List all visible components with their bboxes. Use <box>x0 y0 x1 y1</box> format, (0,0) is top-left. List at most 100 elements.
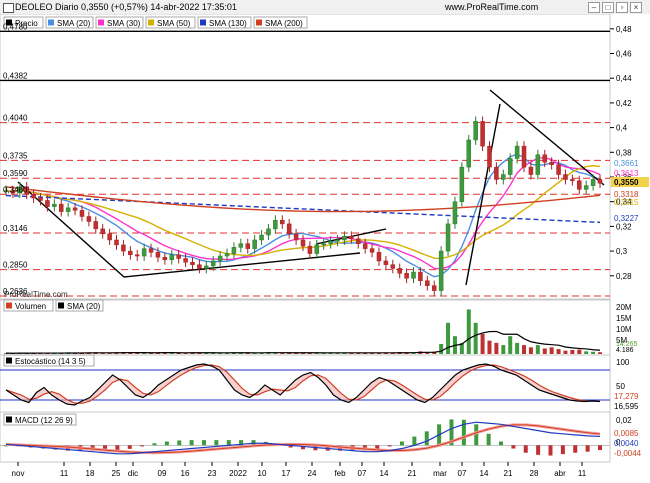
volume-bar <box>570 349 575 354</box>
candle-body <box>190 261 195 265</box>
legend-swatch <box>6 357 12 364</box>
macd-histogram-bar <box>511 445 516 449</box>
chart-title: DEOLEO Diario 0,3550 (+0,57%) 14-abr-202… <box>15 2 237 12</box>
stoch-k-line <box>5 363 601 406</box>
macd-histogram-bar <box>400 441 404 446</box>
stock-chart[interactable]: Precio SMA (20) SMA (30) SMA (50) SMA (130) S… <box>0 14 650 483</box>
legend-item[interactable] <box>145 16 196 29</box>
volume-bar <box>204 352 209 354</box>
candle-body <box>342 236 347 241</box>
legend-swatch <box>58 302 64 309</box>
volume-bar <box>363 353 368 354</box>
legend-item[interactable] <box>3 299 54 312</box>
legend-swatch <box>256 19 262 26</box>
volume-bar <box>252 353 257 354</box>
macd-histogram-bar <box>412 436 417 446</box>
legend-label: SMA (30) <box>107 19 141 28</box>
x-axis-label: 28 <box>530 469 539 478</box>
volume-bar <box>135 352 140 354</box>
volume-bar <box>563 350 568 354</box>
maximize-button[interactable]: ▫ <box>616 2 628 13</box>
legend-item[interactable] <box>95 16 144 29</box>
legend-swatch <box>6 19 12 26</box>
site-url[interactable]: www.ProRealTime.com <box>445 2 539 12</box>
candle-body <box>224 253 230 257</box>
volume-bar <box>107 353 112 354</box>
legend-item[interactable] <box>3 354 95 367</box>
macd-histogram-bar <box>301 445 305 450</box>
legend-swatch <box>6 302 12 309</box>
candle-body <box>183 258 188 263</box>
macd-value-label: 0,0085 <box>614 429 639 438</box>
chart-icon <box>3 3 14 13</box>
candle-body <box>549 161 554 165</box>
volume-bar <box>294 352 299 354</box>
candle-body <box>356 238 361 244</box>
macd-histogram-bar <box>202 440 206 446</box>
legend-item[interactable] <box>197 16 252 29</box>
volume-bar <box>528 347 533 354</box>
x-axis-label: abr <box>554 469 566 478</box>
candle-body <box>514 145 520 159</box>
price-level-label: 0,3590 <box>3 169 28 178</box>
candle-body <box>487 145 492 168</box>
candle-body <box>231 247 237 254</box>
restore-button[interactable]: □ <box>602 2 614 13</box>
price-level-label: 0,4780 <box>3 22 28 31</box>
sma-line <box>5 153 601 278</box>
candle-body <box>155 252 161 258</box>
legend-item[interactable] <box>3 413 77 426</box>
x-axis-label: 23 <box>208 469 217 478</box>
volume-bar <box>183 353 188 354</box>
legend-swatch <box>200 19 206 26</box>
volume-bar <box>155 352 160 354</box>
candle-body <box>169 254 175 260</box>
macd-histogram-bar <box>152 443 157 446</box>
candle-body <box>335 239 340 242</box>
candle-body <box>245 243 250 249</box>
x-axis-label: 07 <box>458 469 467 478</box>
volume-bar <box>211 353 216 354</box>
legend-label: SMA (20) <box>67 302 101 311</box>
candle-body <box>293 233 299 241</box>
volume-bar <box>404 352 409 354</box>
trendline <box>465 103 501 286</box>
legend-item[interactable] <box>45 16 94 29</box>
volume-bar <box>501 345 506 354</box>
candle-body <box>583 185 589 190</box>
macd-histogram-bar <box>226 440 231 446</box>
price-level-label: 0,3735 <box>3 151 28 160</box>
trendline <box>123 252 361 278</box>
candle-body <box>425 280 430 286</box>
volume-sma-line <box>5 330 601 354</box>
candle-body <box>452 201 458 225</box>
volume-axis-label: 5M <box>616 336 627 345</box>
volume-bar <box>556 349 561 354</box>
x-axis-label: 21 <box>504 469 513 478</box>
candle-body <box>328 240 333 244</box>
candle-body <box>466 139 472 168</box>
macd-histogram-bar <box>449 419 454 446</box>
candle-body <box>114 239 119 246</box>
macd-value-label: 0,0040 <box>614 439 639 448</box>
candle-body <box>445 223 451 252</box>
candle-body <box>570 179 575 181</box>
minimize-button[interactable]: – <box>588 2 600 13</box>
candle-body <box>390 264 396 269</box>
macd-histogram-bar <box>288 445 293 448</box>
candle-body <box>38 197 43 201</box>
legend-label: Volumen <box>15 302 46 311</box>
legend-item[interactable] <box>253 16 308 29</box>
candle-body <box>141 248 147 257</box>
volume-bar <box>100 352 105 354</box>
candle-body <box>563 174 568 180</box>
close-button[interactable]: × <box>630 2 642 13</box>
stoch-axis-label: 100 <box>616 358 630 367</box>
candle-body <box>507 158 513 175</box>
legend-item[interactable] <box>3 16 44 29</box>
legend-item[interactable] <box>55 299 104 312</box>
volume-bar <box>535 345 540 354</box>
macd-histogram-bar <box>375 445 380 449</box>
candle-body <box>31 194 36 199</box>
candle-body <box>431 285 437 291</box>
